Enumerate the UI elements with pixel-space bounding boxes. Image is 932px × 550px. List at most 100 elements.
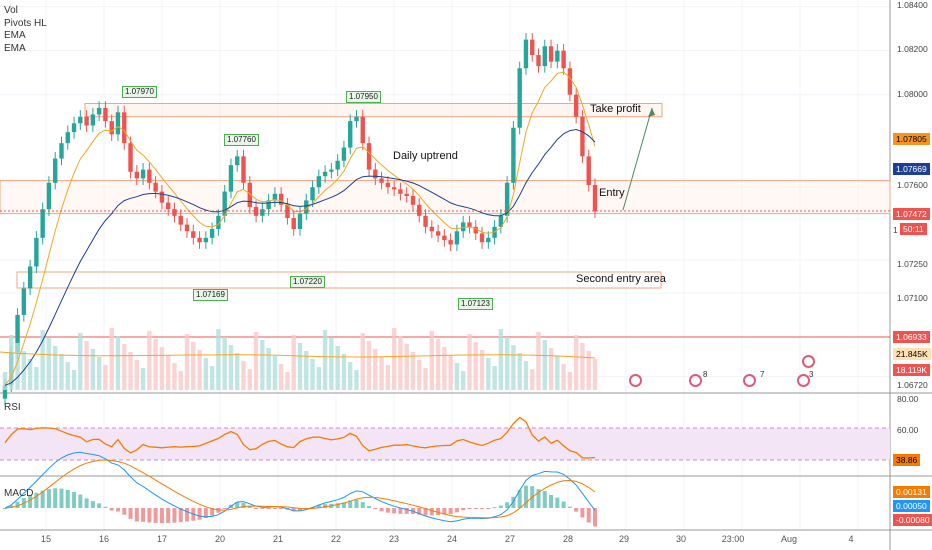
- macd-histogram-bar: [15, 501, 20, 508]
- volume-bar: [573, 335, 579, 390]
- price-tick: 1.07250: [897, 259, 928, 269]
- volume-bar: [511, 345, 516, 390]
- candle-body: [285, 204, 290, 219]
- indicator-pivots[interactable]: Pivots HL: [4, 17, 47, 29]
- event-count: 7: [760, 370, 765, 379]
- candle-body: [479, 233, 485, 243]
- candle-body: [517, 68, 522, 128]
- x-tick: Aug: [780, 534, 798, 544]
- volume-bar: [172, 363, 177, 390]
- volume-bar: [53, 346, 58, 390]
- candle-body: [115, 112, 121, 135]
- volume-bar: [523, 361, 529, 390]
- macd-histogram-bar: [53, 488, 58, 508]
- event-icon[interactable]: [797, 374, 810, 387]
- candle-body: [385, 182, 391, 188]
- x-tick: 20: [214, 534, 226, 544]
- macd-histogram-bar: [574, 508, 579, 512]
- candle-body: [191, 231, 196, 238]
- macd-pane-label[interactable]: MACD: [4, 488, 34, 499]
- candle-body: [341, 147, 347, 161]
- volume-bar: [84, 341, 89, 390]
- indicator-ema-2[interactable]: EMA: [4, 42, 26, 54]
- volume-bar: [165, 355, 171, 390]
- macd-histogram-bar: [480, 508, 485, 509]
- candle-body: [247, 182, 252, 208]
- rsi-line: [4, 416, 596, 459]
- volume-bar: [310, 359, 315, 390]
- macd-histogram-bar: [542, 491, 547, 508]
- price-tick: 1.07100: [897, 293, 928, 303]
- macd-histogram-bar: [354, 499, 359, 508]
- event-icon[interactable]: [743, 374, 756, 387]
- volume-bar: [278, 364, 284, 390]
- volume-bar: [498, 329, 504, 390]
- volume-bar: [580, 343, 585, 390]
- volume-bar: [235, 353, 240, 390]
- event-icon[interactable]: [802, 355, 815, 368]
- event-icon[interactable]: [689, 374, 702, 387]
- macd-histogram-bar: [203, 508, 208, 519]
- macd-histogram-bar: [291, 508, 296, 512]
- candle-body: [53, 158, 58, 183]
- candle-body: [542, 46, 547, 67]
- candle-body: [165, 202, 171, 210]
- volume-bar: [260, 340, 265, 390]
- macd-histogram-bar: [185, 508, 190, 522]
- macd-histogram-bar: [505, 502, 510, 508]
- volume-bar: [410, 352, 416, 390]
- volume-bar: [285, 372, 290, 390]
- macd-histogram-bar: [436, 508, 441, 516]
- macd-histogram-bar: [272, 508, 277, 509]
- volume-bar: [404, 344, 409, 390]
- macd-histogram-bar: [172, 508, 177, 523]
- macd-histogram-bar: [247, 505, 252, 508]
- x-tick: 24: [446, 534, 458, 544]
- candle-body: [84, 116, 89, 126]
- macd-histogram-bar: [523, 485, 528, 508]
- macd-histogram-bar: [260, 508, 265, 509]
- volume-bar: [46, 338, 52, 390]
- rsi-pane-label[interactable]: RSI: [4, 402, 21, 413]
- volume-bar: [241, 361, 246, 390]
- macd-histogram-bar: [197, 508, 202, 520]
- macd-histogram-bar: [78, 494, 83, 508]
- candle-body: [21, 288, 27, 315]
- price-tick: 1.06720: [897, 380, 928, 390]
- projection-arrow: [622, 107, 653, 211]
- volume-bar: [297, 343, 303, 390]
- candle-body: [147, 169, 152, 183]
- candle-body: [379, 178, 384, 183]
- volume-bar: [253, 332, 259, 390]
- event-icon[interactable]: [629, 374, 642, 387]
- candle-body: [417, 204, 422, 216]
- macd-histogram-bar: [392, 508, 397, 514]
- volume-bar: [272, 356, 278, 390]
- macd-histogram-bar: [586, 508, 591, 523]
- candle-body: [78, 116, 83, 124]
- macd-histogram-bar: [486, 508, 491, 509]
- macd-histogram-bar: [210, 508, 215, 516]
- macd-histogram-bar: [555, 497, 560, 508]
- macd-histogram-bar: [59, 488, 64, 508]
- volume-bar: [316, 367, 322, 390]
- macd-histogram-bar: [235, 502, 240, 508]
- candle-body: [530, 39, 535, 56]
- macd-histogram-bar: [536, 489, 541, 508]
- volume-bar: [140, 368, 146, 390]
- volume-bar: [366, 341, 372, 390]
- volume-bar: [115, 336, 121, 390]
- x-tick: 28: [562, 534, 574, 544]
- macd-histogram-bar: [84, 498, 89, 508]
- macd-histogram-bar: [429, 508, 434, 516]
- volume-bar: [429, 331, 435, 390]
- candle-body: [34, 237, 39, 267]
- candle-body: [203, 237, 209, 243]
- macd-histogram-bar: [178, 508, 183, 523]
- macd-histogram-bar: [423, 508, 428, 516]
- indicator-ema-1[interactable]: EMA: [4, 30, 26, 41]
- indicator-vol[interactable]: Vol: [4, 5, 18, 16]
- entry-zone: [0, 180, 891, 215]
- volume-bar: [548, 348, 554, 390]
